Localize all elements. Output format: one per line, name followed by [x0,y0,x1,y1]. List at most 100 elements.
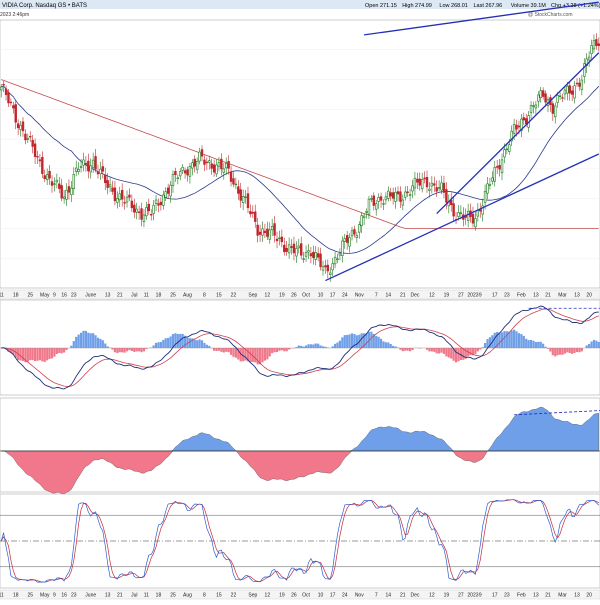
axis-tick-label: 25 [170,293,176,299]
candle-body [114,188,116,201]
axis-tick-label: 13 [105,293,111,299]
candle-body [34,144,36,157]
axis-tick-label: 13 [533,593,539,599]
price-frame [0,20,600,288]
macd-hist-bar [593,340,595,348]
macd-hist-bar [380,339,382,348]
macd-hist-bar [445,348,447,356]
axis-tick-label: 10 [318,593,324,599]
axis-tick-label: 23 [71,593,77,599]
macd-hist-bar [213,348,215,351]
macd-hist-bar [387,342,389,348]
timestamp: 2023 2:46pm [0,12,29,18]
price-panel [0,2,600,288]
candle-body [100,169,102,174]
candle-body [32,140,34,146]
candle-body [167,188,169,193]
axis-tick-label: Nov [355,593,364,599]
candle-body [22,122,24,131]
candle-body [525,119,527,124]
axis-tick-label: 18 [13,593,19,599]
candle-body [204,160,206,165]
candle-body [10,102,12,103]
candle-body [17,124,19,128]
candle-body [15,105,17,123]
macd-hist-bar [155,343,157,348]
macd-hist-bar [554,348,556,356]
macd-hist-bar [73,341,75,348]
macd-hist-bar [566,348,568,352]
candle-body [339,253,341,255]
macd-hist-bar [119,348,121,352]
macd-hist-bar [136,348,138,351]
candle-body [354,230,356,235]
candle-body [489,185,491,186]
macd-hist-bar [332,346,334,348]
macd-hist-bar [48,348,50,359]
axis-tick-label: 14 [386,293,392,299]
candle-body [569,86,571,94]
macd-hist-bar [75,337,77,348]
macd-hist-bar [53,348,55,357]
macd-hist-bar [162,340,164,348]
axis-tick-label: 21 [117,293,123,299]
macd-hist-bar [223,348,225,352]
axis-tick-label: 23 [71,293,77,299]
candle-body [262,229,264,235]
candle-body [160,202,162,205]
candle-body [286,248,288,251]
candle-body [564,90,566,94]
candle-body [162,195,164,205]
stat-low: Low 268.01 [439,3,467,9]
macd-hist-bar [576,348,578,352]
macd-hist-bar [518,333,520,348]
macd-hist-bar [440,348,442,353]
macd-hist-bar [404,348,406,351]
candle-body [380,197,382,201]
macd-hist-bar [34,348,36,361]
macd-hist-bar [448,348,450,358]
candle-body [124,202,126,203]
stat-open: Open 271.15 [365,3,397,9]
macd-hist-bar [457,348,459,361]
macd-hist-bar [578,348,580,352]
macd-hist-bar [540,342,542,348]
axis-tick-label: Mar [558,293,567,299]
macd-hist-bar [552,348,554,355]
axis-tick-label: 26 [291,293,297,299]
macd-hist-bar [276,348,278,352]
candle-body [373,196,375,206]
macd-hist-bar [167,338,169,348]
axis-tick-label: 9 [479,593,482,599]
candle-body [259,232,261,234]
candle-body [46,175,48,180]
macd-hist-bar [535,342,537,348]
macd-hist-bar [348,334,350,348]
macd-hist-bar [469,348,471,355]
candle-body [153,205,155,213]
macd-hist-bar [41,348,43,361]
candle-body [254,212,256,222]
macd-hist-bar [271,348,273,353]
macd-hist-bar [433,348,435,352]
axis-tick-label: June [85,593,96,599]
axis-tick-label: 8 [203,293,206,299]
macd-hist-bar [307,344,309,348]
candle-body [63,197,65,199]
macd-hist-bar [288,348,290,350]
macd-hist-bar [44,348,46,362]
candle-body [145,207,147,215]
candle-body [126,197,128,202]
candle-body [250,211,252,214]
candle-body [429,189,431,190]
candle-body [175,171,177,174]
axis-tick-label: Nov [355,293,364,299]
candle-body [20,125,22,129]
candle-body [201,150,203,157]
axis-tick-label: 2023 [467,593,478,599]
macd-hist-bar [310,344,312,348]
candle-body [187,170,189,175]
macd-hist-bar [346,335,348,348]
candle-body [213,165,215,172]
candle-body [194,159,196,166]
